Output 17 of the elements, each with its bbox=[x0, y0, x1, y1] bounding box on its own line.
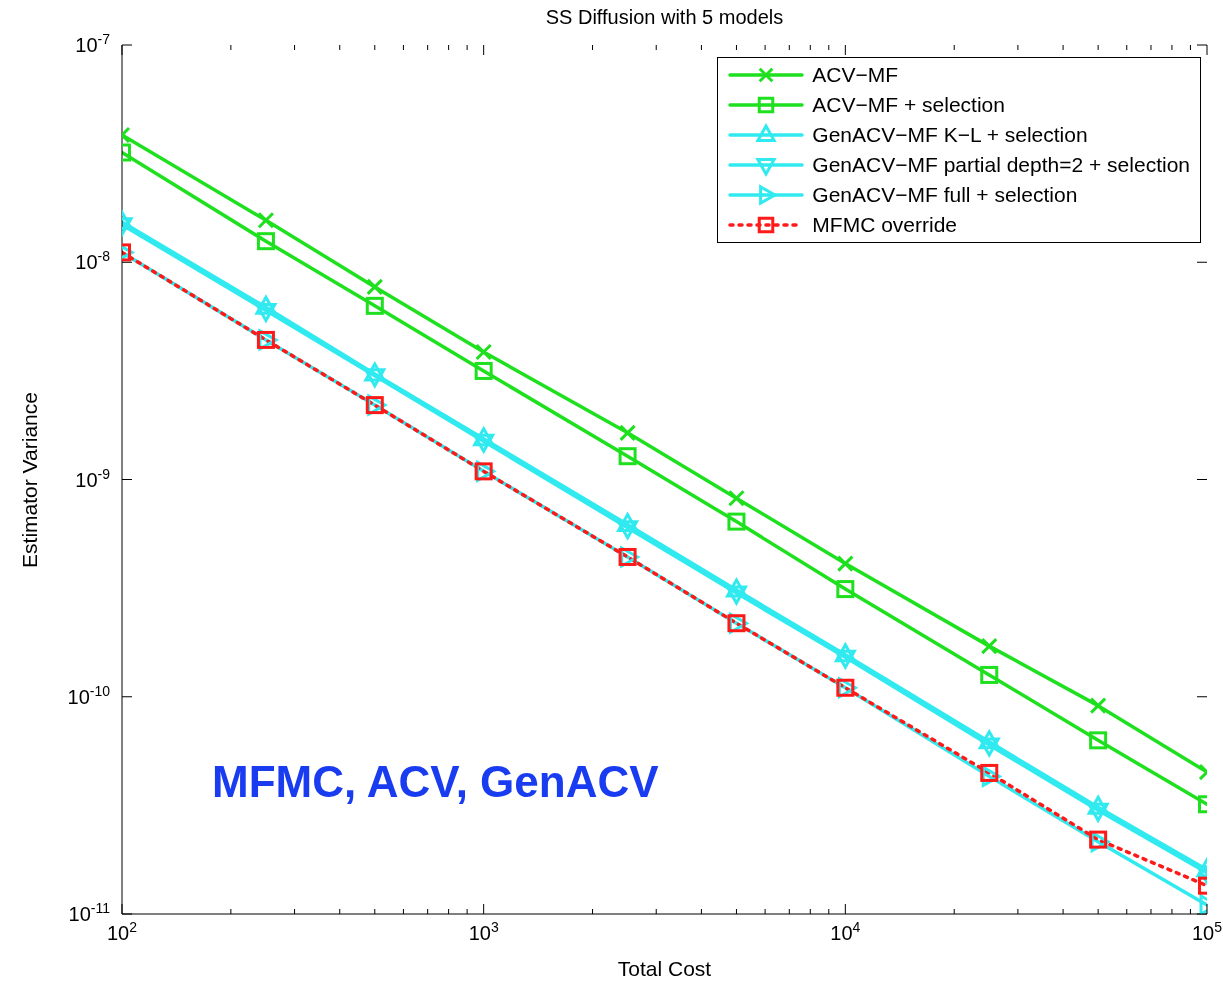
x-axis-title: Total Cost bbox=[616, 957, 713, 981]
y-tick-label: 10$^{-7}$ bbox=[75, 31, 111, 56]
chart-title: SS Diffusion with 5 models bbox=[544, 6, 785, 29]
legend-label: MFMC override bbox=[812, 213, 958, 237]
legend-label: ACV−MF bbox=[812, 63, 899, 87]
legend-label: GenACV−MF full + selection bbox=[812, 183, 1078, 207]
y-tick-label: 10$^{-9}$ bbox=[75, 465, 111, 491]
legend-label: GenACV−MF partial depth=2 + selection bbox=[812, 153, 1190, 177]
legend-label: GenACV−MF K−L + selection bbox=[812, 123, 1088, 147]
legend-label: ACV−MF + selection bbox=[812, 93, 1005, 117]
x-tick-label: 10$^{4}$ bbox=[830, 919, 861, 944]
x-tick-label: 10$^{5}$ bbox=[1191, 919, 1223, 944]
x-tick-label: 10$^{3}$ bbox=[468, 919, 499, 944]
y-tick-label: 10$^{-8}$ bbox=[75, 248, 111, 274]
y-tick-label: 10$^{-10}$ bbox=[67, 682, 111, 708]
y-axis-title: Estimator Variance bbox=[18, 391, 42, 568]
annotation: MFMC, ACV, GenACV bbox=[212, 757, 659, 807]
